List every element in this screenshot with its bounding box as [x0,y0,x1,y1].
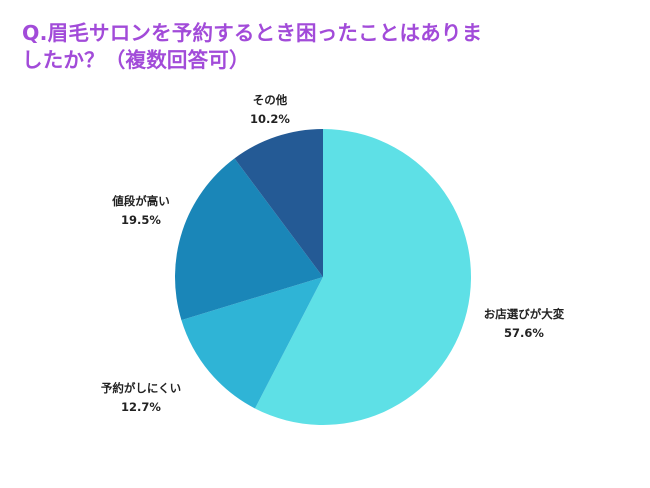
slice-label-0: お店選びが大変 [484,307,565,321]
slice-label-2: 値段が高い [111,194,170,208]
slice-label-1: 予約がしにくい [101,381,181,395]
slice-value-label-3: 10.2% [250,112,290,126]
slice-label-3: その他 [253,93,288,107]
pie-slice-0 [254,129,472,425]
pie-slice-1 [181,277,323,409]
chart-title-line-1: Q.眉毛サロンを予約するとき困ったことはありま [22,21,483,45]
slice-value-label-2: 19.5% [121,213,161,227]
slice-value-label-0: 57.6% [504,326,544,340]
pie-slice-2 [175,158,323,321]
pie-slice-3 [234,129,323,277]
chart-title: Q.眉毛サロンを予約するとき困ったことはありま したか？（複数回答可） [22,20,632,74]
slice-value-label-1: 12.7% [121,400,161,414]
chart-title-line-2: したか？（複数回答可） [22,48,250,72]
